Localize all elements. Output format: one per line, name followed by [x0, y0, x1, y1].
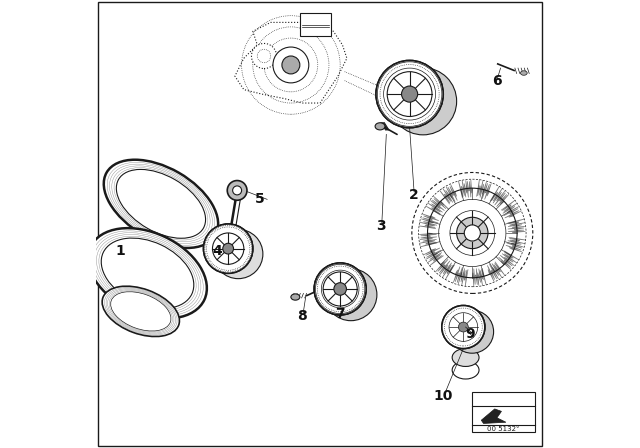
Ellipse shape	[452, 349, 479, 366]
Ellipse shape	[389, 68, 457, 135]
Ellipse shape	[111, 292, 171, 331]
Ellipse shape	[116, 169, 205, 238]
Circle shape	[252, 43, 276, 69]
Text: 5: 5	[255, 192, 264, 207]
Circle shape	[282, 56, 300, 74]
Circle shape	[376, 60, 444, 128]
Circle shape	[442, 306, 485, 349]
Text: 7: 7	[335, 306, 345, 321]
Text: 00 5132°: 00 5132°	[488, 426, 520, 432]
Circle shape	[457, 217, 488, 249]
Ellipse shape	[102, 286, 179, 336]
Text: 6: 6	[492, 73, 502, 88]
Circle shape	[233, 186, 242, 195]
Text: 2: 2	[409, 188, 419, 202]
Circle shape	[273, 47, 309, 83]
Text: 4: 4	[212, 244, 222, 258]
Bar	[472, 392, 535, 432]
Circle shape	[204, 224, 253, 273]
Circle shape	[314, 263, 366, 315]
Circle shape	[227, 181, 247, 200]
Circle shape	[376, 60, 444, 128]
Circle shape	[442, 306, 485, 349]
Ellipse shape	[520, 71, 527, 75]
Circle shape	[204, 224, 253, 273]
Circle shape	[464, 225, 481, 241]
Bar	[300, 13, 332, 36]
Ellipse shape	[214, 229, 263, 279]
Circle shape	[401, 86, 418, 102]
Polygon shape	[235, 22, 347, 103]
Text: 9: 9	[465, 327, 475, 341]
Text: 10: 10	[433, 389, 453, 404]
Ellipse shape	[104, 160, 218, 248]
Text: 1: 1	[116, 244, 125, 258]
Circle shape	[223, 243, 234, 254]
Ellipse shape	[452, 361, 479, 379]
Ellipse shape	[291, 294, 300, 300]
Text: 8: 8	[297, 309, 307, 323]
Ellipse shape	[325, 269, 377, 321]
Polygon shape	[481, 409, 506, 423]
Ellipse shape	[88, 228, 207, 319]
Circle shape	[314, 263, 366, 315]
Circle shape	[334, 283, 346, 295]
Ellipse shape	[101, 238, 194, 309]
Text: 3: 3	[376, 219, 385, 233]
Ellipse shape	[375, 123, 385, 130]
Ellipse shape	[451, 310, 493, 353]
Circle shape	[458, 322, 468, 332]
